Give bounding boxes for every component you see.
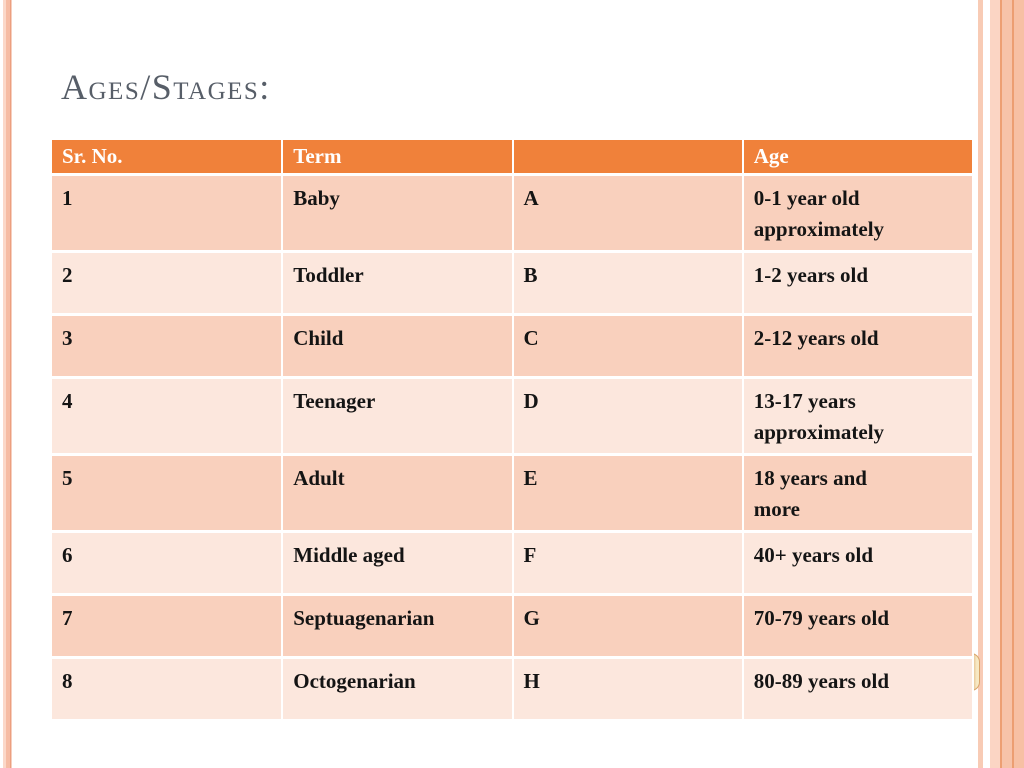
cell-age: 18 years and more [742,454,975,533]
cell-term: Middle aged [282,531,514,596]
left-edge-stripe [3,0,13,768]
cell-age: 1-2 years old [742,251,975,316]
table-row: 7 Septuagenarian G 70-79 years old [52,594,975,659]
cell-letter: G [512,594,744,659]
cell-letter: H [512,657,744,722]
right-thin-stripe [978,0,983,768]
table-row: 5 Adult E 18 years and more [52,454,975,533]
cell-age: 70-79 years old [742,594,975,659]
cell-sr-no: 6 [52,531,284,596]
cell-term: Octogenarian [282,657,514,722]
table-row: 3 Child C 2-12 years old [52,314,975,379]
table-header-row: Sr. No. Term Age [52,140,975,176]
ages-stages-table: Sr. No. Term Age 1 Baby A 0-1 year old appr… [52,140,975,722]
cell-age: 0-1 year old approximately [742,174,975,253]
cell-letter: B [512,251,744,316]
cell-letter: F [512,531,744,596]
table-row: 1 Baby A 0-1 year old approximately [52,174,975,253]
cell-sr-no: 8 [52,657,284,722]
page-title: Ages/Stages: [61,67,271,107]
right-edge-band [990,0,1024,768]
cell-term: Baby [282,174,514,253]
cell-letter: C [512,314,744,379]
cell-sr-no: 3 [52,314,284,379]
cell-age: 2-12 years old [742,314,975,379]
cell-term: Toddler [282,251,514,316]
cell-term: Adult [282,454,514,533]
cell-sr-no: 4 [52,377,284,456]
cell-term: Child [282,314,514,379]
cell-letter: A [512,174,744,253]
column-header-blank [512,140,744,176]
column-header-age: Age [742,140,975,176]
column-header-term: Term [282,140,514,176]
cell-age: 13-17 years approximately [742,377,975,456]
table-row: 4 Teenager D 13-17 years approximately [52,377,975,456]
table-row: 2 Toddler B 1-2 years old [52,251,975,316]
table-row: 8 Octogenarian H 80-89 years old [52,657,975,722]
cell-term: Septuagenarian [282,594,514,659]
cell-letter: E [512,454,744,533]
cell-age: 80-89 years old [742,657,975,722]
column-header-sr-no: Sr. No. [52,140,284,176]
cell-age: 40+ years old [742,531,975,596]
table-body: 1 Baby A 0-1 year old approximately 2 Toddler… [52,174,975,722]
cell-term: Teenager [282,377,514,456]
cell-sr-no: 7 [52,594,284,659]
table-row: 6 Middle aged F 40+ years old [52,531,975,596]
cell-letter: D [512,377,744,456]
cell-sr-no: 2 [52,251,284,316]
cell-sr-no: 1 [52,174,284,253]
cell-sr-no: 5 [52,454,284,533]
